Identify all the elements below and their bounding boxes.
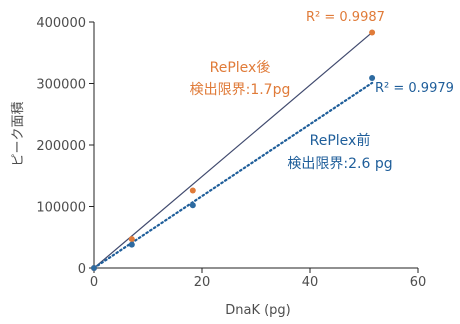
r2-label-after: R² = 0.9987 (306, 10, 385, 25)
x-tick-label: 0 (90, 275, 98, 290)
r2-label-before: R² = 0.9979 (375, 81, 454, 96)
data-point-before (369, 74, 376, 81)
annotation-after-title: RePlex後 (210, 60, 271, 76)
x-tick-label: 40 (302, 275, 319, 290)
x-tick-label: 60 (410, 275, 427, 290)
fit-line-before (92, 81, 374, 270)
x-tick-label: 20 (194, 275, 211, 290)
annotation-before-limit: 検出限界:2.6 pg (287, 156, 392, 172)
y-tick-label: 400000 (36, 16, 86, 31)
y-tick-label: 300000 (36, 78, 86, 93)
annotation-before-title: RePlex前 (310, 132, 371, 149)
fit-line-after (93, 31, 373, 269)
data-point-after (369, 29, 376, 36)
data-point-after (128, 236, 135, 243)
data-point-before (189, 202, 196, 209)
y-tick-label: 0 (78, 262, 86, 277)
fit-lines (92, 31, 374, 270)
annotation-after-limit: 検出限界:1.7pg (190, 82, 291, 98)
y-tick-label: 200000 (36, 139, 86, 154)
data-points (91, 29, 376, 271)
tick-labels: 0 100000 200000 300000 400000 0 20 40 60 (36, 16, 426, 290)
y-tick-label: 100000 (36, 201, 86, 216)
x-axis-title: DnaK (pg) (225, 303, 291, 318)
y-axis-title: ピーク面積 (11, 101, 26, 166)
data-point-before (128, 241, 135, 248)
data-point-after (189, 187, 196, 194)
data-point-before (91, 265, 97, 271)
